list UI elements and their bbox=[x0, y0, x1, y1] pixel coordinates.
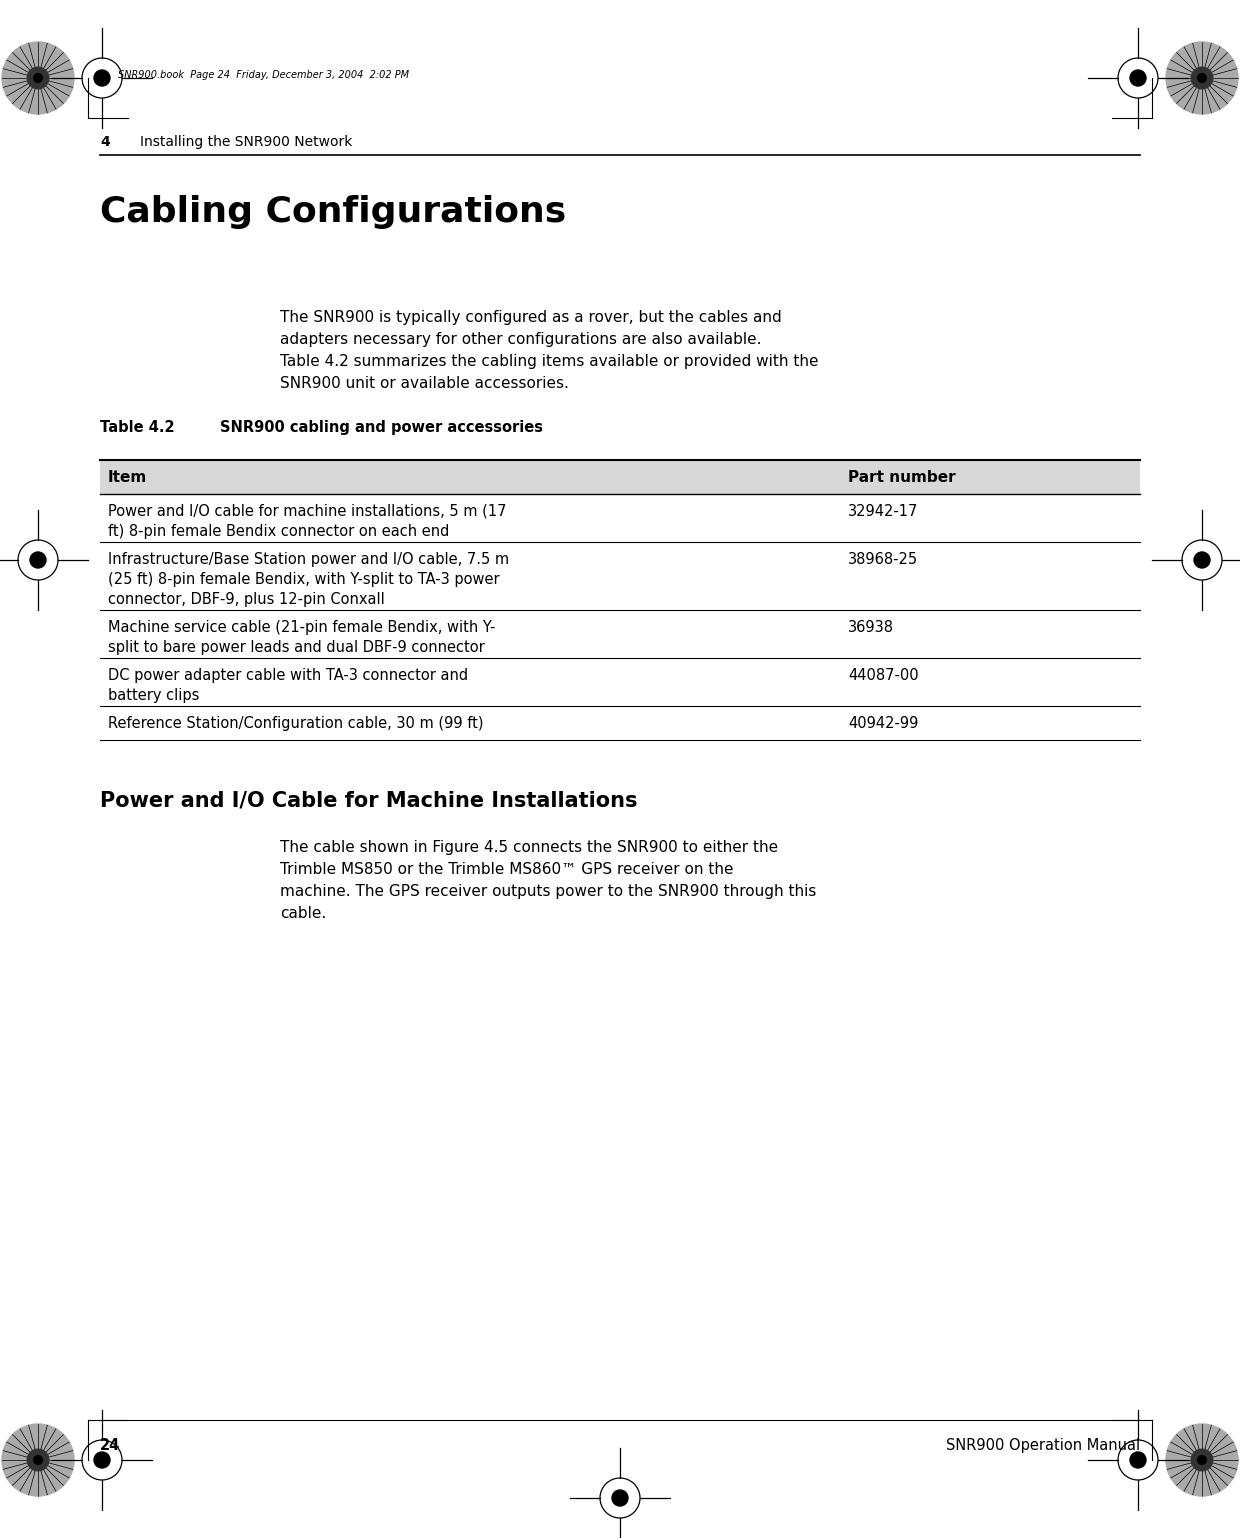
Bar bbox=[100, 460, 1140, 494]
Text: connector, DBF-9, plus 12-pin Conxall: connector, DBF-9, plus 12-pin Conxall bbox=[108, 592, 384, 608]
Text: Machine service cable (21-pin female Bendix, with Y-: Machine service cable (21-pin female Ben… bbox=[108, 620, 495, 635]
Text: Power and I/O cable for machine installations, 5 m (17: Power and I/O cable for machine installa… bbox=[108, 504, 506, 518]
Text: Table 4.2 summarizes the cabling items available or provided with the: Table 4.2 summarizes the cabling items a… bbox=[280, 354, 818, 369]
Circle shape bbox=[27, 1449, 48, 1470]
Text: cable.: cable. bbox=[280, 906, 326, 921]
Text: SNR900 cabling and power accessories: SNR900 cabling and power accessories bbox=[219, 420, 543, 435]
Text: split to bare power leads and dual DBF-9 connector: split to bare power leads and dual DBF-9… bbox=[108, 640, 485, 655]
Text: DC power adapter cable with TA-3 connector and: DC power adapter cable with TA-3 connect… bbox=[108, 667, 469, 683]
Text: Infrastructure/Base Station power and I/O cable, 7.5 m: Infrastructure/Base Station power and I/… bbox=[108, 552, 510, 568]
Text: Installing the SNR900 Network: Installing the SNR900 Network bbox=[140, 135, 352, 149]
Text: SNR900 Operation Manual: SNR900 Operation Manual bbox=[946, 1438, 1140, 1453]
Text: Trimble MS850 or the Trimble MS860™ GPS receiver on the: Trimble MS850 or the Trimble MS860™ GPS … bbox=[280, 861, 734, 877]
Circle shape bbox=[1130, 71, 1146, 86]
Text: adapters necessary for other configurations are also available.: adapters necessary for other configurati… bbox=[280, 332, 761, 348]
Text: Table 4.2: Table 4.2 bbox=[100, 420, 175, 435]
Circle shape bbox=[1192, 1449, 1213, 1470]
Circle shape bbox=[94, 71, 110, 86]
Circle shape bbox=[30, 552, 46, 568]
Text: 4: 4 bbox=[100, 135, 110, 149]
Text: 40942-99: 40942-99 bbox=[848, 717, 919, 731]
Circle shape bbox=[1198, 1455, 1207, 1464]
Circle shape bbox=[2, 42, 74, 114]
Text: 32942-17: 32942-17 bbox=[848, 504, 919, 518]
Circle shape bbox=[1192, 68, 1213, 89]
Text: SNR900 unit or available accessories.: SNR900 unit or available accessories. bbox=[280, 375, 569, 391]
Circle shape bbox=[1198, 74, 1207, 83]
Circle shape bbox=[1166, 42, 1238, 114]
Text: Part number: Part number bbox=[848, 469, 956, 484]
Circle shape bbox=[2, 1424, 74, 1496]
Text: 36938: 36938 bbox=[848, 620, 894, 635]
Text: battery clips: battery clips bbox=[108, 687, 200, 703]
Text: (25 ft) 8-pin female Bendix, with Y-split to TA-3 power: (25 ft) 8-pin female Bendix, with Y-spli… bbox=[108, 572, 500, 588]
Text: SNR900.book  Page 24  Friday, December 3, 2004  2:02 PM: SNR900.book Page 24 Friday, December 3, … bbox=[118, 71, 409, 80]
Circle shape bbox=[1166, 1424, 1238, 1496]
Text: Item: Item bbox=[108, 469, 148, 484]
Circle shape bbox=[1194, 552, 1210, 568]
Text: ft) 8-pin female Bendix connector on each end: ft) 8-pin female Bendix connector on eac… bbox=[108, 524, 449, 538]
Text: Cabling Configurations: Cabling Configurations bbox=[100, 195, 567, 229]
Circle shape bbox=[1130, 1452, 1146, 1467]
Text: machine. The GPS receiver outputs power to the SNR900 through this: machine. The GPS receiver outputs power … bbox=[280, 884, 816, 900]
Circle shape bbox=[33, 74, 42, 83]
Text: 44087-00: 44087-00 bbox=[848, 667, 919, 683]
Circle shape bbox=[94, 1452, 110, 1467]
Text: Power and I/O Cable for Machine Installations: Power and I/O Cable for Machine Installa… bbox=[100, 791, 637, 811]
Circle shape bbox=[33, 1455, 42, 1464]
Circle shape bbox=[27, 68, 48, 89]
Text: 38968-25: 38968-25 bbox=[848, 552, 918, 568]
Text: Reference Station/Configuration cable, 30 m (99 ft): Reference Station/Configuration cable, 3… bbox=[108, 717, 484, 731]
Circle shape bbox=[613, 1490, 627, 1506]
Text: 24: 24 bbox=[100, 1438, 120, 1453]
Text: The cable shown in Figure 4.5 connects the SNR900 to either the: The cable shown in Figure 4.5 connects t… bbox=[280, 840, 779, 855]
Text: The SNR900 is typically configured as a rover, but the cables and: The SNR900 is typically configured as a … bbox=[280, 311, 781, 325]
